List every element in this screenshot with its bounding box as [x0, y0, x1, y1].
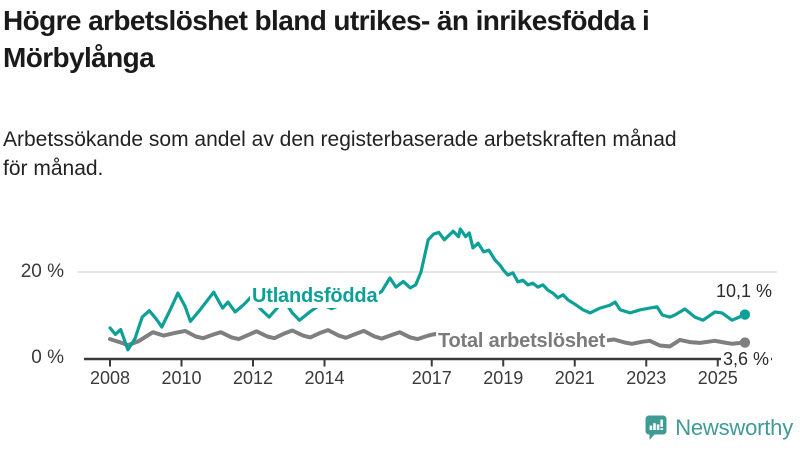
end-dot-total — [739, 337, 751, 348]
page-subtitle: Arbetssökande som andel av den registerb… — [3, 128, 677, 180]
x-tick-label-2023: 2023 — [626, 368, 667, 388]
end-dot-utlandsfodda — [739, 309, 751, 320]
newsworthy-logo-text: Newsworthy — [675, 415, 793, 440]
y-axis-label-0: 0 % — [31, 347, 64, 368]
end-value-total: 3,6 % — [721, 349, 772, 369]
series-label-total-arbetsloshet: Total arbetslöshet — [436, 330, 608, 353]
x-tick-label-2021: 2021 — [554, 368, 595, 388]
x-tick-label-2017: 2017 — [411, 368, 452, 388]
y-axis-label-20: 20 % — [20, 261, 64, 282]
x-tick-label-2025: 2025 — [697, 368, 738, 388]
x-tick-label-2019: 2019 — [483, 368, 524, 388]
end-value-utlandsfodda: 10,1 % — [715, 281, 772, 301]
x-tick-label-2008: 2008 — [89, 368, 131, 388]
page-title: Högre arbetslöshet bland utrikes- än inr… — [3, 5, 650, 74]
series-line-total — [108, 328, 747, 349]
x-tick-label-2012: 2012 — [232, 368, 274, 388]
newsworthy-logo: Newsworthy — [645, 415, 793, 441]
x-axis-labels: 2008 2010 2012 2014 2017 2019 2021 2023 2025 — [0, 368, 800, 390]
newsworthy-logo-icon — [645, 415, 667, 440]
x-tick-label-2014: 2014 — [304, 368, 345, 388]
series-label-utlandsfodda: Utlandsfödda — [250, 285, 380, 308]
x-tick-label-2010: 2010 — [161, 368, 202, 388]
series-line-utlandsfodda — [108, 227, 747, 352]
chart-header: Högre arbetslöshet bland utrikes- än inr… — [3, 2, 797, 180]
